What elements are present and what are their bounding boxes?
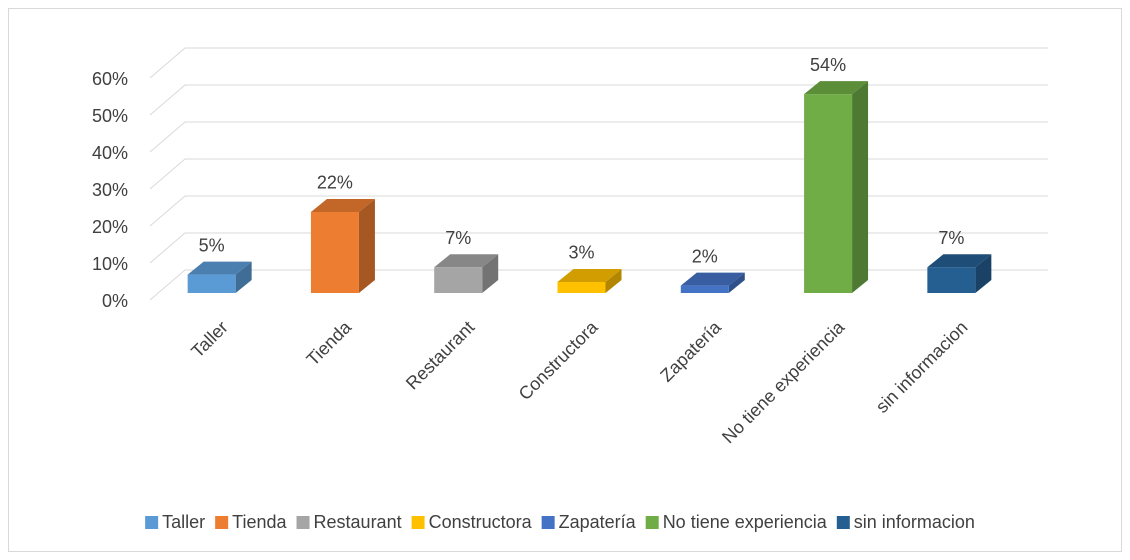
bar-front — [434, 267, 483, 293]
legend-label: Restaurant — [314, 512, 402, 532]
grid-line — [149, 195, 1048, 227]
bar-side — [975, 254, 992, 293]
legend-label: Constructora — [429, 512, 533, 532]
y-tick-label: 10% — [92, 254, 128, 274]
bar-top — [187, 261, 252, 275]
bar — [680, 272, 745, 293]
bar-top — [927, 254, 992, 268]
legend-swatch — [836, 516, 850, 529]
grid-line — [149, 269, 1048, 301]
legend-label: No tiene experiencia — [663, 512, 828, 532]
bar — [557, 268, 622, 293]
legend-swatch — [541, 516, 555, 529]
value-label: 5% — [199, 235, 225, 255]
grid-line — [149, 47, 1048, 79]
value-label: 7% — [938, 228, 964, 248]
y-tick-label: 0% — [102, 291, 128, 311]
legend-swatch — [296, 516, 310, 529]
legend-label: Taller — [162, 512, 205, 532]
bar — [187, 261, 252, 293]
grid-line — [149, 84, 1048, 116]
grid-line — [149, 232, 1048, 264]
bar-side — [358, 198, 375, 293]
legend-swatch — [645, 516, 659, 529]
bar-side — [235, 261, 252, 293]
bar-top — [557, 268, 622, 282]
bar-front — [557, 281, 606, 293]
value-label: 22% — [317, 173, 353, 193]
value-label: 54% — [810, 55, 846, 75]
bar — [804, 81, 869, 293]
bar-front — [310, 211, 359, 293]
y-tick-label: 40% — [92, 143, 128, 163]
bar — [310, 198, 375, 293]
bar-top — [680, 272, 745, 286]
bar-top — [310, 198, 375, 212]
bar-side — [482, 254, 499, 293]
y-tick-label: 60% — [92, 69, 128, 89]
bar-front — [804, 94, 853, 293]
grid-line — [149, 158, 1048, 190]
bar-front — [927, 267, 976, 293]
grid-line — [149, 121, 1048, 153]
bar-side — [605, 268, 622, 293]
legend-swatch — [145, 516, 159, 529]
bar — [927, 254, 992, 293]
legend-label: Tienda — [232, 512, 287, 532]
legend-label: sin informacion — [854, 512, 975, 532]
y-tick-label: 50% — [92, 106, 128, 126]
bar-top — [804, 81, 869, 95]
bar-front — [187, 274, 236, 293]
bar — [434, 254, 499, 293]
legend-swatch — [411, 516, 425, 529]
value-label: 2% — [692, 246, 718, 266]
y-tick-label: 20% — [92, 217, 128, 237]
bar-top — [434, 254, 499, 268]
value-label: 7% — [445, 228, 471, 248]
bar-front — [680, 285, 729, 293]
bar-side — [852, 81, 869, 293]
legend-swatch — [215, 516, 229, 529]
bar-side — [728, 272, 745, 293]
y-tick-label: 30% — [92, 180, 128, 200]
value-label: 3% — [568, 243, 594, 263]
legend-label: Zapatería — [559, 512, 637, 532]
